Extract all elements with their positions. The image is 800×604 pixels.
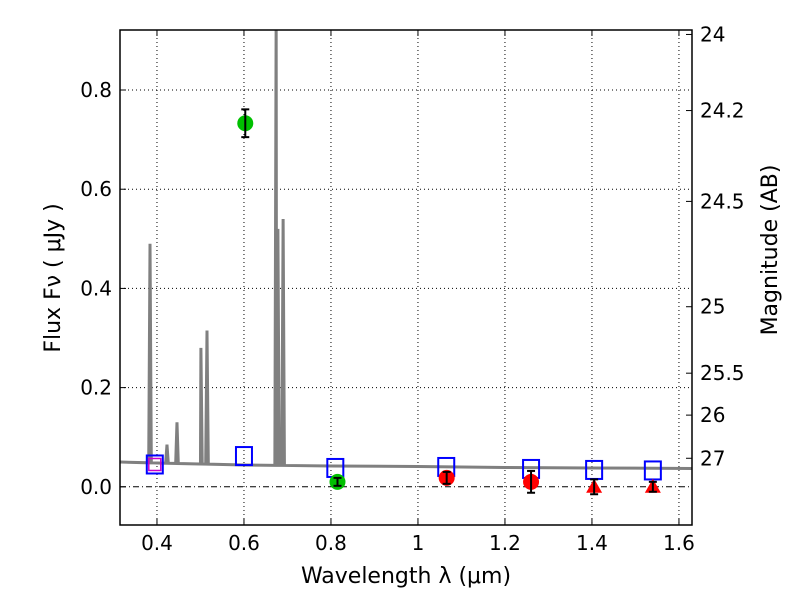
spectrum [120, 30, 692, 470]
x-tick-label: 1.2 [489, 531, 521, 555]
right-tick-label: 27 [700, 446, 725, 470]
x-axis-label: Wavelength λ (μm) [301, 564, 511, 589]
right-tick-label: 24.5 [700, 189, 745, 213]
model-square-marker [145, 454, 164, 475]
data-points [145, 108, 662, 496]
x-tick-label: 0.8 [315, 531, 347, 555]
right-tick-label: 25 [700, 295, 725, 319]
x-tick-label: 1.4 [576, 531, 608, 555]
y-tick-label: 0.4 [80, 276, 112, 300]
y-tick-label: 0.2 [80, 376, 112, 400]
ticks: 0.4 0.6 0.8 1 1.2 1.4 1.6 0.0 0.2 0.4 0.6 0.8 24 24.2… [80, 22, 744, 555]
plot-frame [119, 29, 693, 526]
right-tick-label: 24.2 [700, 99, 745, 123]
model-square-marker [585, 459, 604, 480]
y-tick-label: 0.6 [80, 177, 112, 201]
x-tick-label: 0.6 [228, 531, 260, 555]
model-square-marker [234, 446, 253, 467]
y-tick-label: 0.8 [80, 78, 112, 102]
model-square-small-marker [148, 457, 162, 472]
right-tick-label: 24 [700, 22, 725, 46]
right-tick-label: 25.5 [700, 361, 745, 385]
x-tick-label: 0.4 [141, 531, 173, 555]
x-tick-label: 1.6 [663, 531, 695, 555]
right-axis-label: Magnitude (AB) [758, 165, 783, 336]
y-axis-label: Flux Fν ( μJy ) [41, 203, 66, 352]
model-square-marker [643, 460, 662, 481]
y-tick-label: 0.0 [80, 475, 112, 499]
grid [120, 30, 692, 525]
x-tick-label: 1 [412, 531, 425, 555]
right-tick-label: 26 [700, 403, 725, 427]
spectrum-line [120, 30, 692, 470]
